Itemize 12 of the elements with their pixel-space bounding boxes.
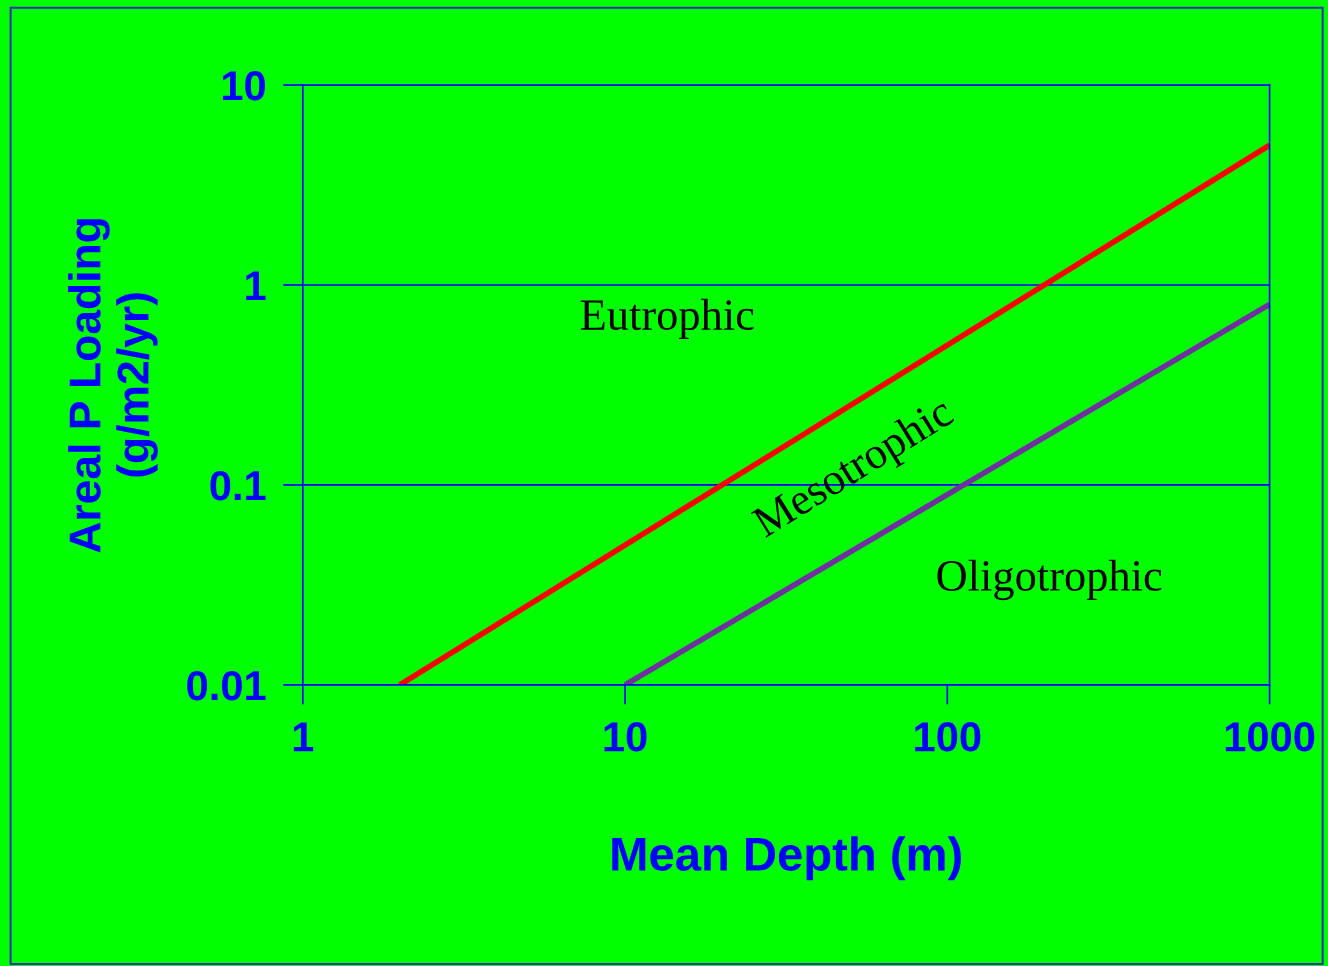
x-tick-label: 10 [604,722,647,752]
x-tick-label: 1000 [1225,722,1315,752]
y-tick-label: 10 [222,71,265,101]
x-tick-label: 100 [915,722,981,752]
y-tick-label: 0.1 [210,470,266,501]
x-tick-label: 1 [293,722,314,752]
y-tick-label: 0.01 [187,670,266,701]
x-axis-title: Mean Depth (m) [612,836,961,881]
y-axis-title: Areal P Loading (g/m2/yr) [68,219,158,553]
annotation: Eutrophic [580,298,754,340]
annotation: Oligotrophic [937,559,1162,601]
y-tick-label: 1 [246,271,266,301]
